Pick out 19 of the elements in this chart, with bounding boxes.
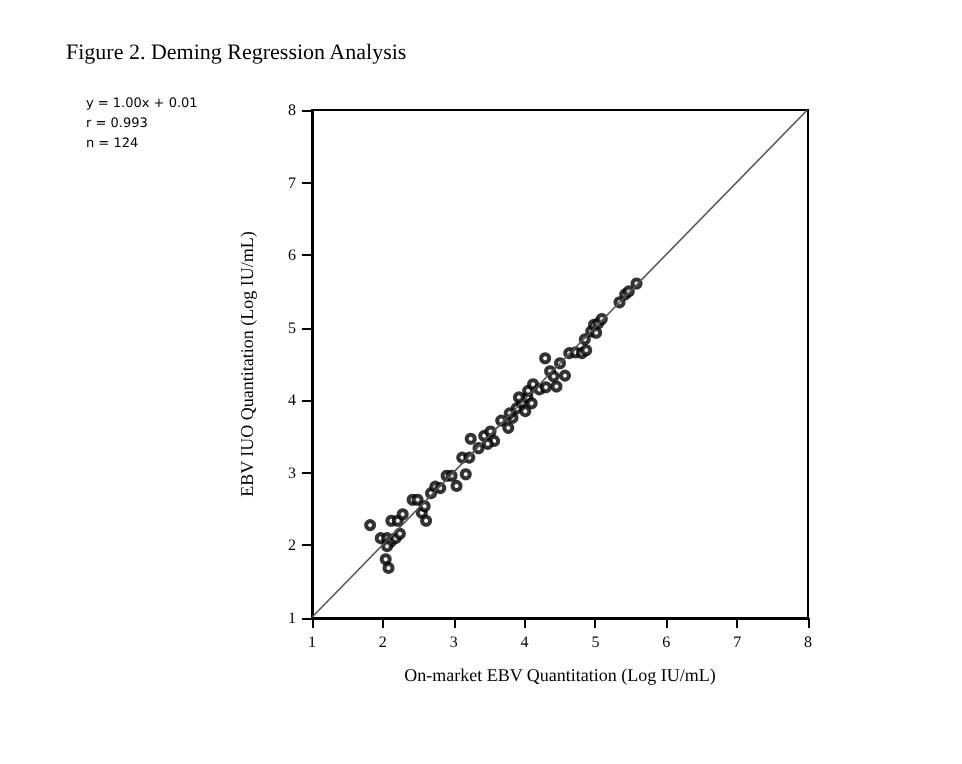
y-tick-label: 4 [288, 391, 296, 410]
y-tick-label: 7 [288, 173, 296, 192]
y-tick-label: 2 [288, 536, 296, 555]
y-tick-label: 6 [288, 246, 296, 265]
x-tick-label: 8 [804, 633, 812, 651]
x-tick-label: 2 [378, 633, 387, 651]
y-tick-label: 1 [288, 609, 296, 627]
x-tick-label: 5 [591, 633, 600, 651]
y-tick-label: 3 [288, 463, 296, 482]
x-tick-label: 6 [662, 633, 671, 651]
x-axis-title: On-market EBV Quantitation (Log IU/mL) [404, 665, 716, 685]
x-tick-label: 7 [733, 633, 742, 651]
y-tick-label: 8 [288, 101, 296, 119]
y-tick-label: 5 [288, 318, 296, 337]
y-axis-title: EBV IUO Quantitation (Log IU/mL) [237, 231, 257, 497]
x-tick-label: 4 [520, 633, 529, 651]
x-tick-label: 1 [308, 633, 316, 651]
chart-title: Figure 2. Deming Regression Analysis [66, 41, 407, 65]
x-tick-label: 3 [449, 633, 458, 651]
